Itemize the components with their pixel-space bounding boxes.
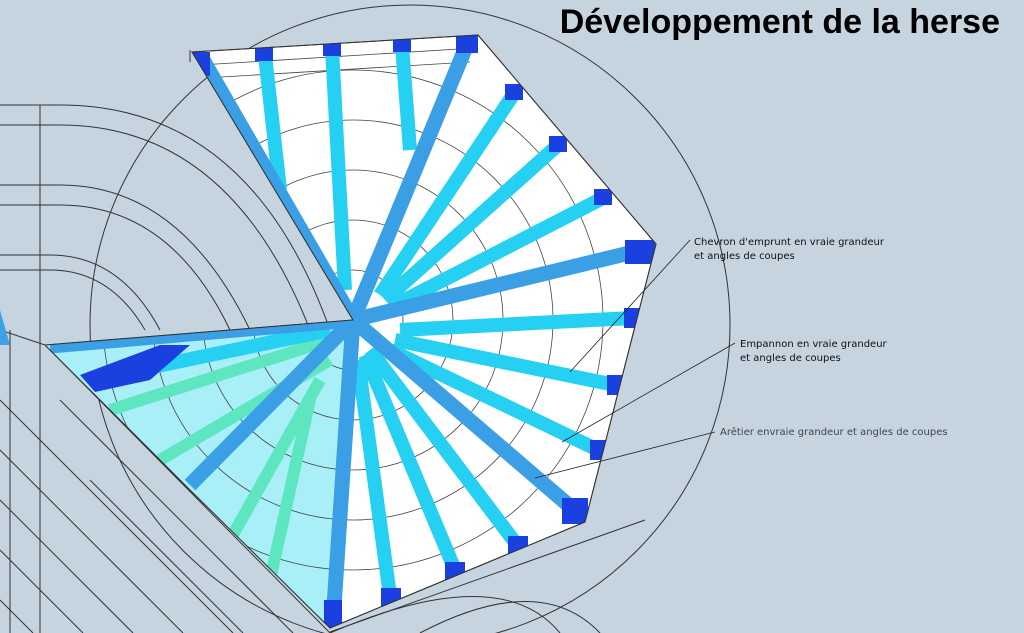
annotation: Empannon en vraie grandeur [740, 339, 888, 350]
fan-outline [43, 34, 657, 629]
annotation: Chevron d'emprunt en vraie grandeur [694, 237, 885, 248]
title: Développement de la herse [560, 3, 1000, 41]
annotation: Arêtier envraie grandeur et angles de co… [720, 426, 948, 438]
annotation: et angles de coupes [694, 251, 795, 262]
construction-lines [0, 4, 731, 633]
annotation: et angles de coupes [740, 353, 841, 364]
rafter-fragment [0, 310, 10, 345]
leaders [534, 239, 736, 479]
